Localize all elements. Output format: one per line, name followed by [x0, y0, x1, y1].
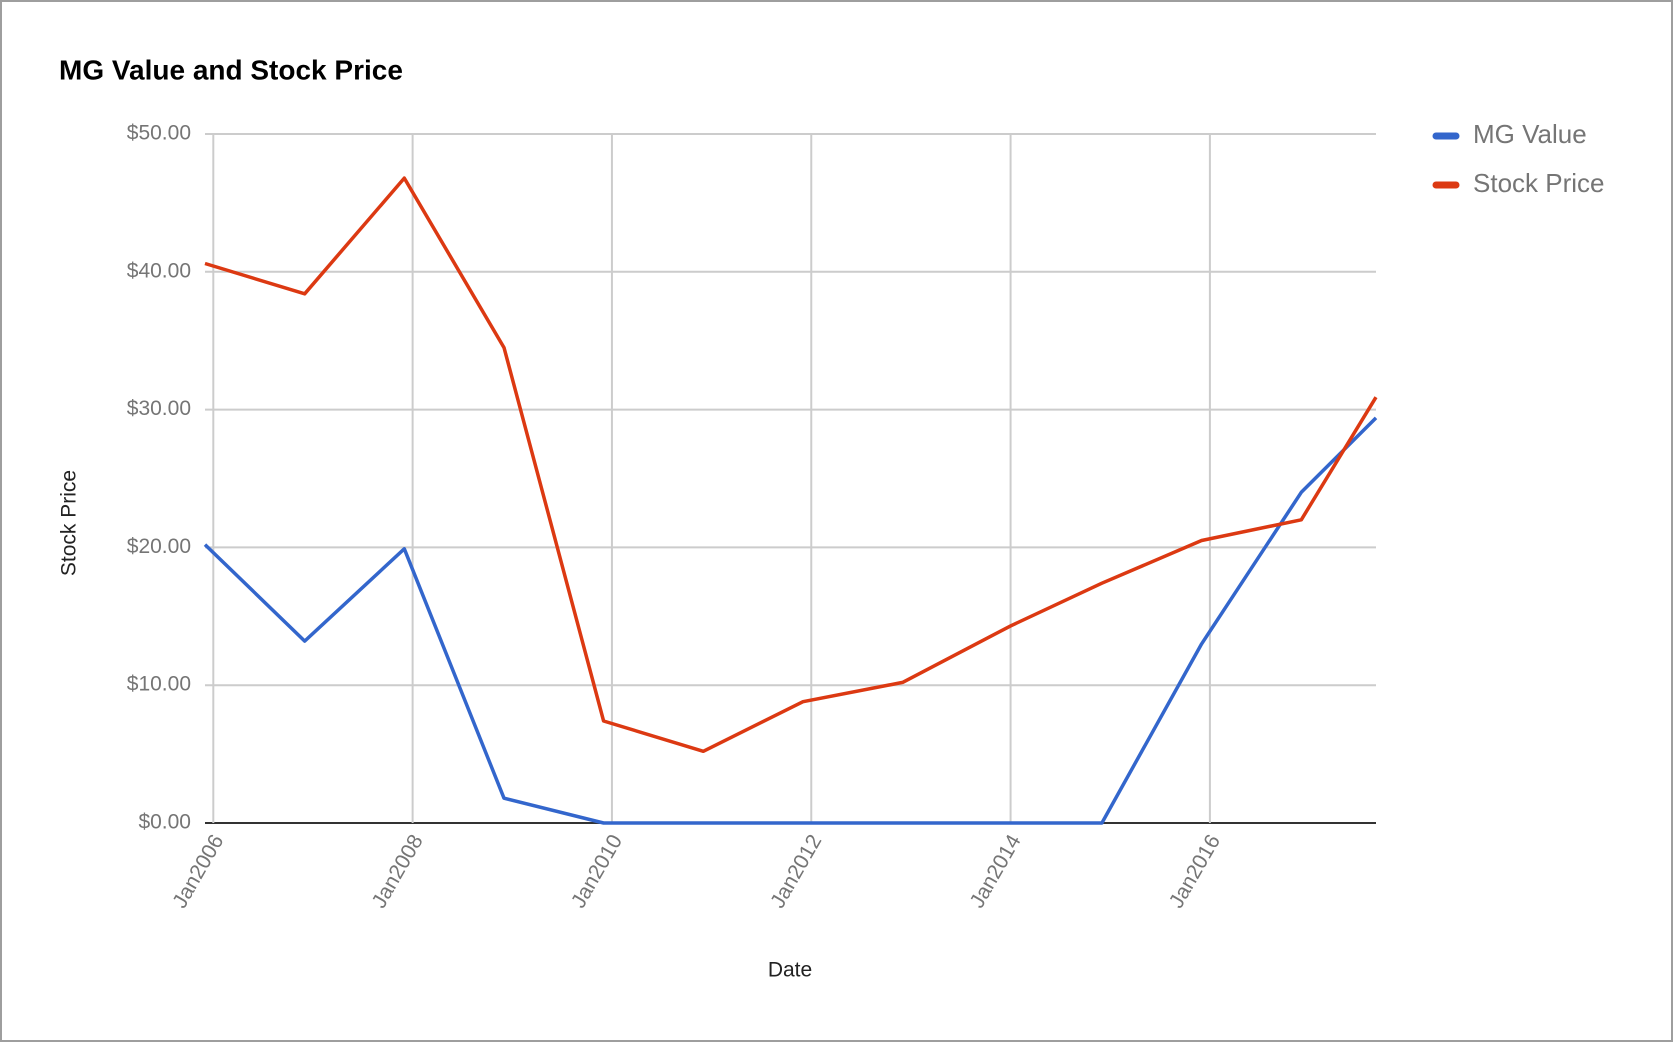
series-line [203, 416, 1378, 825]
y-tick-label: $50.00 [127, 122, 191, 145]
legend-label: MG Value [1473, 119, 1587, 149]
y-tick-label: $20.00 [127, 535, 191, 558]
series-line [204, 176, 1378, 754]
legend-label: Stock Price [1473, 168, 1605, 198]
y-tick-label: $30.00 [127, 397, 191, 420]
y-axis-label: Stock Price [58, 470, 81, 576]
chart-title: MG Value and Stock Price [59, 54, 403, 85]
y-tick-label: $10.00 [127, 673, 191, 696]
y-tick-label: $0.00 [138, 811, 191, 834]
y-tick-label: $40.00 [127, 259, 191, 282]
x-axis-label: Date [768, 959, 812, 982]
